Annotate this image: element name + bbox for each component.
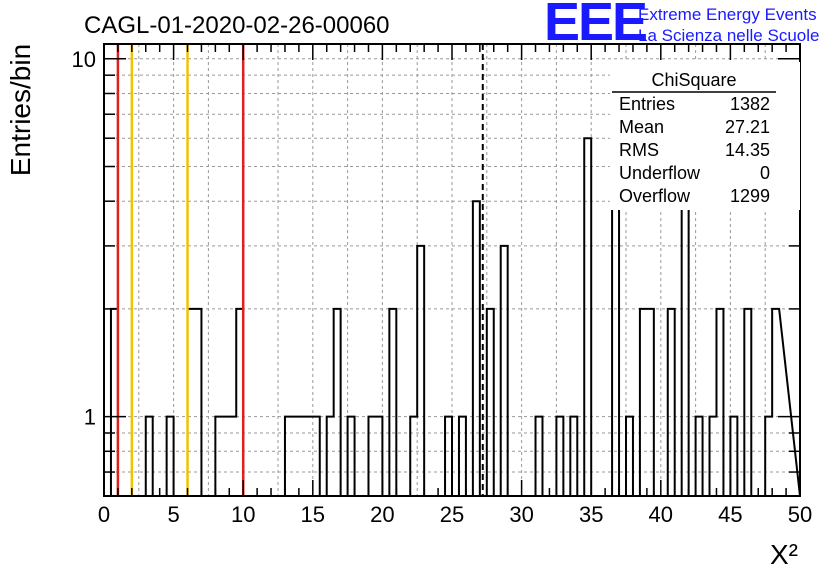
x-tick-label: 25 (440, 502, 464, 527)
stats-value: 27.21 (725, 117, 770, 137)
histogram-bin (292, 417, 299, 496)
histogram-bin (647, 309, 654, 496)
histogram-bin (306, 417, 313, 496)
histogram-bin (487, 309, 494, 496)
stats-label: Entries (619, 94, 675, 114)
histogram-bin (146, 417, 153, 496)
histogram-bin (285, 417, 292, 496)
x-tick-label: 40 (649, 502, 673, 527)
stats-label: RMS (619, 140, 659, 160)
reference-lines (116, 44, 484, 496)
x-tick-labels: 0 5 10 15 20 25 30 35 40 45 50 (98, 502, 812, 527)
stats-label: Underflow (619, 163, 701, 183)
histogram-bin (772, 309, 779, 496)
x-tick-label: 10 (231, 502, 255, 527)
stats-value: 1382 (730, 94, 770, 114)
histogram-bin (536, 417, 543, 496)
histogram-bin (222, 417, 229, 496)
histogram-bin (299, 417, 306, 496)
x-tick-label: 30 (509, 502, 533, 527)
x-tick-label: 15 (301, 502, 325, 527)
y-tick-label: 10 (72, 47, 96, 72)
histogram-bin (710, 417, 717, 496)
histogram-bin (584, 138, 591, 496)
stats-value: 1299 (730, 186, 770, 206)
stats-rows: Entries 1382 Mean 27.21 RMS 14.35 Underflow 0 Ov… (619, 94, 770, 206)
stats-box-background (610, 62, 800, 210)
histogram-bin (215, 417, 222, 496)
histogram-bin (229, 417, 236, 496)
stats-label: Mean (619, 117, 664, 137)
histogram-bin (327, 417, 334, 496)
y-axis-label: Entries/bin (5, 44, 36, 176)
x-axis-label: X² (770, 539, 798, 570)
histogram-bin (570, 417, 577, 496)
histogram-bin (417, 246, 424, 496)
histogram-bin (348, 417, 355, 496)
x-tick-label: 50 (788, 502, 812, 527)
histogram-bin (682, 201, 689, 496)
histogram-bin (730, 417, 737, 496)
logo-line-1: Extreme Energy Events (638, 5, 817, 24)
x-tick-label: 0 (98, 502, 110, 527)
histogram-bin (556, 417, 563, 496)
stats-box: ChiSquare Entries 1382 Mean 27.21 RMS 14.35 Un… (610, 62, 800, 210)
stats-title: ChiSquare (651, 70, 736, 90)
chart-title: CAGL-01-2020-02-26-00060 (84, 12, 390, 39)
histogram-bin (313, 417, 320, 496)
histogram-bin (612, 201, 619, 496)
histogram-bin (668, 309, 675, 496)
y-tick-labels: 1 10 (72, 47, 96, 430)
stats-label: Overflow (619, 186, 691, 206)
x-tick-label: 5 (167, 502, 179, 527)
histogram-bin (334, 309, 341, 496)
histogram-bin (194, 309, 201, 496)
histogram-bin (445, 417, 452, 496)
histogram-bin (459, 417, 466, 496)
histogram-bin (626, 417, 633, 496)
histogram-bin (765, 417, 772, 496)
stats-value: 0 (760, 163, 770, 183)
histogram-bin (473, 201, 480, 496)
histogram-bin (389, 309, 396, 496)
y-tick-label: 1 (84, 405, 96, 430)
histogram-bin (744, 309, 751, 496)
x-tick-label: 20 (370, 502, 394, 527)
histogram-bin (640, 309, 647, 496)
histogram-bin (696, 417, 703, 496)
eee-logo: EEE Extreme Energy Events La Scienza nel… (544, 0, 819, 52)
histogram-bin (716, 309, 723, 496)
histogram-bin (368, 417, 375, 496)
x-tick-label: 45 (718, 502, 742, 527)
histogram-bin (375, 417, 382, 496)
x-tick-label: 35 (579, 502, 603, 527)
histogram-bin (167, 417, 174, 496)
stats-value: 14.35 (725, 140, 770, 160)
histogram-bin (501, 246, 508, 496)
logo-line-2: La Scienza nelle Scuole (638, 26, 819, 45)
histogram-bin (410, 417, 417, 496)
